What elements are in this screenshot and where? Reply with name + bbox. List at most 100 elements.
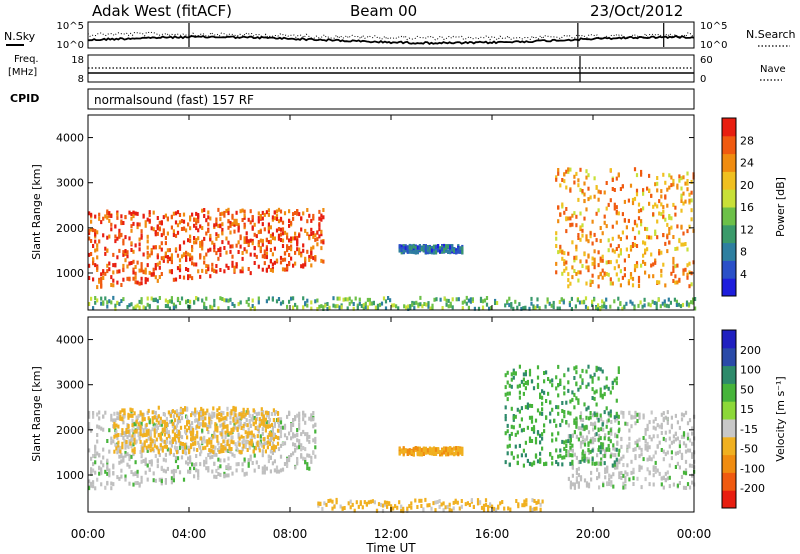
- heatmap-cell: [281, 238, 285, 243]
- heatmap-cell: [177, 415, 181, 420]
- colorbar-segment: [722, 383, 736, 402]
- heatmap-cell: [461, 452, 464, 456]
- heatmap-cell: [415, 300, 418, 305]
- heatmap-cell: [98, 471, 101, 476]
- heatmap-cell: [557, 462, 560, 467]
- heatmap-cell: [555, 460, 558, 464]
- heatmap-cell: [170, 443, 173, 448]
- heatmap-cell: [323, 501, 326, 506]
- heatmap-cell: [653, 301, 656, 305]
- heatmap-cell: [676, 436, 679, 441]
- heatmap-cell: [121, 441, 124, 446]
- heatmap-cell: [217, 465, 220, 470]
- heatmap-cell: [320, 232, 323, 237]
- heatmap-cell: [126, 462, 129, 467]
- heatmap-cell: [581, 440, 585, 445]
- heatmap-cell: [613, 415, 616, 420]
- heatmap-cell: [408, 249, 411, 254]
- heatmap-cell: [199, 452, 202, 457]
- heatmap-cell: [601, 445, 604, 450]
- heatmap-cell: [265, 466, 268, 471]
- heatmap-cell: [549, 452, 552, 457]
- x-tick-label: 00:00: [677, 527, 712, 541]
- heatmap-cell: [416, 245, 419, 250]
- heatmap-cell: [245, 418, 248, 423]
- heatmap-cell: [286, 244, 289, 249]
- heatmap-cell: [395, 304, 398, 309]
- heatmap-cell: [211, 267, 214, 272]
- heatmap-cell: [304, 413, 307, 418]
- heatmap-cell: [346, 297, 349, 302]
- heatmap-cell: [640, 219, 643, 224]
- heatmap-cell: [298, 418, 301, 423]
- heatmap-cell: [229, 249, 232, 254]
- heatmap-cell: [304, 228, 307, 233]
- heatmap-cell: [663, 299, 666, 304]
- heatmap-cell: [646, 227, 649, 232]
- heatmap-cell: [240, 426, 243, 430]
- heatmap-cell: [96, 265, 99, 270]
- heatmap-cell: [676, 461, 679, 466]
- heatmap-cell: [428, 447, 432, 452]
- heatmap-cell: [441, 448, 444, 453]
- heatmap-cell: [481, 305, 485, 310]
- heatmap-cell: [617, 244, 620, 249]
- heatmap-cell: [312, 245, 315, 250]
- heatmap-cell: [92, 468, 95, 473]
- heatmap-cell: [347, 501, 350, 506]
- cpid-label: CPID: [10, 92, 39, 105]
- heatmap-cell: [610, 482, 613, 487]
- heatmap-cell: [148, 304, 151, 309]
- heatmap-cell: [686, 272, 689, 277]
- heatmap-cell: [118, 269, 121, 274]
- heatmap-cell: [320, 304, 323, 309]
- heatmap-cell: [545, 415, 548, 420]
- heatmap-cell: [530, 427, 534, 432]
- heatmap-cell: [667, 297, 670, 302]
- heatmap-cell: [220, 417, 223, 422]
- heatmap-cell: [587, 265, 590, 270]
- heatmap-cell: [539, 451, 542, 456]
- heatmap-cell: [267, 240, 270, 244]
- heatmap-cell: [195, 240, 198, 245]
- heatmap-cell: [634, 421, 637, 426]
- heatmap-cell: [352, 302, 355, 306]
- heatmap-cell: [259, 434, 262, 439]
- heatmap-cell: [662, 262, 665, 267]
- heatmap-cell: [122, 420, 125, 425]
- heatmap-cell: [263, 470, 266, 475]
- heatmap-cell: [571, 390, 574, 395]
- heatmap-cell: [138, 436, 141, 441]
- heatmap-cell: [635, 244, 639, 248]
- heatmap-cell: [232, 416, 235, 421]
- heatmap-cell: [144, 223, 147, 228]
- heatmap-cell: [237, 240, 240, 245]
- heatmap-cell: [170, 476, 173, 481]
- heatmap-cell: [243, 223, 246, 228]
- heatmap-cell: [366, 305, 369, 310]
- heatmap-cell: [189, 466, 192, 471]
- heatmap-cell: [594, 461, 597, 466]
- heatmap-cell: [539, 392, 542, 397]
- heatmap-cell: [265, 299, 268, 304]
- heatmap-cell: [581, 380, 584, 385]
- heatmap-cell: [607, 430, 610, 435]
- heatmap-cell: [514, 299, 517, 304]
- heatmap-cell: [221, 428, 224, 433]
- heatmap-cell: [124, 252, 127, 256]
- heatmap-cell: [104, 469, 107, 474]
- heatmap-cell: [318, 209, 321, 214]
- heatmap-cell: [582, 299, 586, 304]
- heatmap-cell: [267, 296, 270, 301]
- heatmap-cell: [92, 261, 95, 266]
- heatmap-cell: [117, 445, 120, 450]
- heatmap-cell: [194, 418, 197, 423]
- heatmap-cell: [223, 474, 226, 479]
- heatmap-cell: [134, 211, 137, 216]
- heatmap-cell: [320, 246, 323, 251]
- heatmap-cell: [296, 459, 299, 464]
- heatmap-cell: [279, 227, 283, 232]
- heatmap-cell: [599, 271, 602, 276]
- heatmap-cell: [652, 465, 655, 470]
- heatmap-cell: [247, 463, 250, 468]
